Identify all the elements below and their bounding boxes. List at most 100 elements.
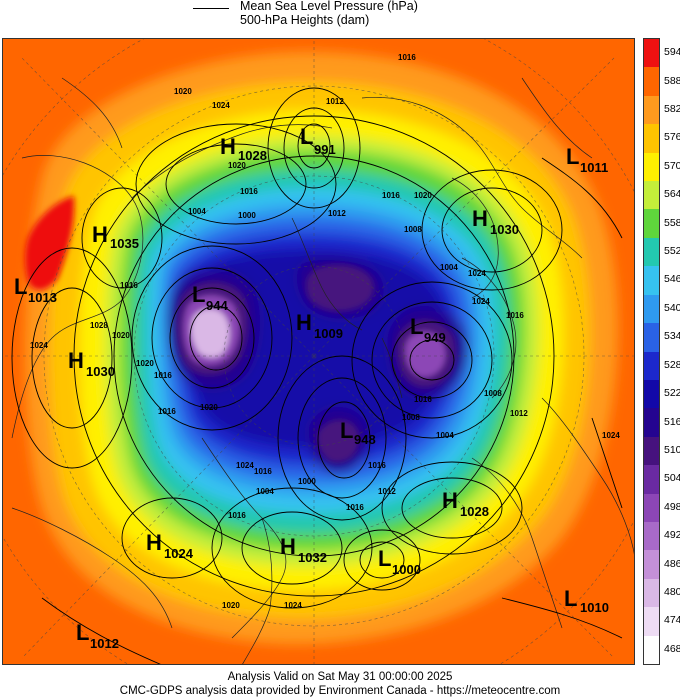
colorbar-swatch: [644, 436, 659, 466]
colorbar-swatch: [644, 465, 659, 495]
colorbar-tick-label: 492: [664, 529, 680, 542]
isobar-label: 1024: [472, 297, 490, 306]
center-type: L: [378, 546, 391, 571]
center-type: L: [14, 274, 27, 299]
center-value: 1030: [490, 222, 519, 237]
center-type: L: [564, 586, 577, 611]
isobar-label: 1020: [222, 601, 240, 610]
colorbar-swatch: [644, 521, 659, 551]
isobar-labels: 1016 1020 1024 1012 1016 1020 1004 1000 …: [30, 53, 620, 610]
isobar-label: 1012: [378, 487, 396, 496]
colorbar-tick-label: 540: [664, 301, 680, 314]
isobar-label: 1016: [414, 395, 432, 404]
center-value: 1009: [314, 326, 343, 341]
center-type: L: [192, 282, 205, 307]
center-type: H: [220, 134, 236, 159]
legend: Mean Sea Level Pressure (hPa) 500-hPa He…: [0, 0, 680, 36]
pressure-centers: H 1028 L 991 L 1011 H 1030 H 1035 L 1013…: [14, 124, 609, 651]
colorbar-swatch: [644, 209, 659, 239]
isobar-label: 1004: [188, 207, 206, 216]
height-band-510-north: [306, 264, 374, 312]
isobar-label: 1020: [112, 331, 130, 340]
isobar-label: 1008: [402, 413, 420, 422]
colorbar-swatch: [644, 152, 659, 182]
colorbar-swatch: [644, 237, 659, 267]
center-value: 1012: [90, 636, 119, 651]
isobar-label: 1016: [382, 191, 400, 200]
isobar-label: 1008: [484, 389, 502, 398]
height-band-480-west: [191, 308, 230, 358]
colorbar-tick-label: 534: [664, 330, 680, 343]
isobar-label: 1024: [602, 431, 620, 440]
colorbar-swatch: [644, 379, 659, 409]
center-type: H: [146, 530, 162, 555]
colorbar-tick-label: 594: [664, 46, 680, 59]
center-type: L: [300, 124, 313, 149]
colorbar-swatch: [644, 635, 659, 665]
center-type: H: [68, 348, 84, 373]
height-band-504-south: [317, 419, 360, 463]
colorbar-tick-label: 558: [664, 216, 680, 229]
colorbar-swatch: [644, 323, 659, 352]
colorbar-swatch: [644, 578, 659, 608]
colorbar-swatch: [644, 351, 659, 381]
isobar-label: 1012: [328, 209, 346, 218]
isobar-label: 1000: [238, 211, 256, 220]
colorbar-tick-label: 504: [664, 472, 680, 485]
colorbar-tick-label: 588: [664, 74, 680, 87]
colorbar-tick-label: 564: [664, 188, 680, 201]
colorbar-swatch: [644, 266, 659, 296]
colorbar-swatch: [644, 67, 659, 97]
isobar-label: 1020: [136, 359, 154, 368]
colorbar-tick-label: 498: [664, 500, 680, 513]
isobar-label: 1028: [90, 321, 108, 330]
colorbar-tick-label: 522: [664, 387, 680, 400]
isobar-label: 1024: [30, 341, 48, 350]
isobar-label: 1004: [256, 487, 274, 496]
data-source-text: CMC-GDPS analysis data provided by Envir…: [119, 685, 561, 697]
center-value: 1011: [580, 160, 608, 175]
center-value: 1000: [392, 562, 421, 577]
center-type: L: [76, 620, 89, 645]
colorbar-tick-label: 480: [664, 585, 680, 598]
center-type: H: [92, 222, 108, 247]
colorbar-swatch: [644, 294, 659, 324]
center-value: 949: [424, 330, 446, 345]
colorbar-swatch: [644, 39, 659, 68]
isobars: [11, 87, 623, 665]
center-value: 1010: [580, 600, 609, 615]
legend-label-heights: 500-hPa Heights (dam): [240, 13, 370, 27]
center-value: 944: [206, 298, 228, 313]
isobar-label: 1000: [298, 477, 316, 486]
isobar-label: 1020: [228, 161, 246, 170]
footer: Analysis Valid on Sat May 31 00:00:00 20…: [0, 670, 680, 698]
center-type: H: [442, 488, 458, 513]
colorbar-swatch: [644, 181, 659, 210]
center-type: L: [410, 314, 423, 339]
colorbar-swatch: [644, 95, 659, 125]
isobar-label: 1024: [468, 269, 486, 278]
center-value: 1028: [238, 148, 267, 163]
isobar-label: 1016: [154, 371, 172, 380]
colorbar-swatch: [644, 550, 659, 580]
colorbar-tick-label: 474: [664, 614, 680, 627]
isobar-label: 1016: [254, 467, 272, 476]
colorbar-swatch: [644, 493, 659, 523]
colorbar-tick-label: 552: [664, 245, 680, 258]
isobar-label: 1016: [346, 503, 364, 512]
colorbar-swatch: [644, 408, 659, 438]
isobar-label: 1024: [284, 601, 302, 610]
isobar-label: 1016: [120, 281, 138, 290]
center-value: 1028: [460, 504, 489, 519]
isobar-label: 1020: [174, 87, 192, 96]
colorbar-tick-label: 468: [664, 642, 680, 655]
isobar-label: 1020: [200, 403, 218, 412]
center-value: 1024: [164, 546, 194, 561]
isobar-label: 1024: [236, 461, 254, 470]
center-value: 1032: [298, 550, 327, 565]
isobar-label: 1024: [212, 101, 230, 110]
center-value: 1013: [28, 290, 57, 305]
colorbar-tick-label: 510: [664, 443, 680, 456]
isobar-label: 1004: [440, 263, 458, 272]
center-value: 991: [314, 142, 336, 157]
